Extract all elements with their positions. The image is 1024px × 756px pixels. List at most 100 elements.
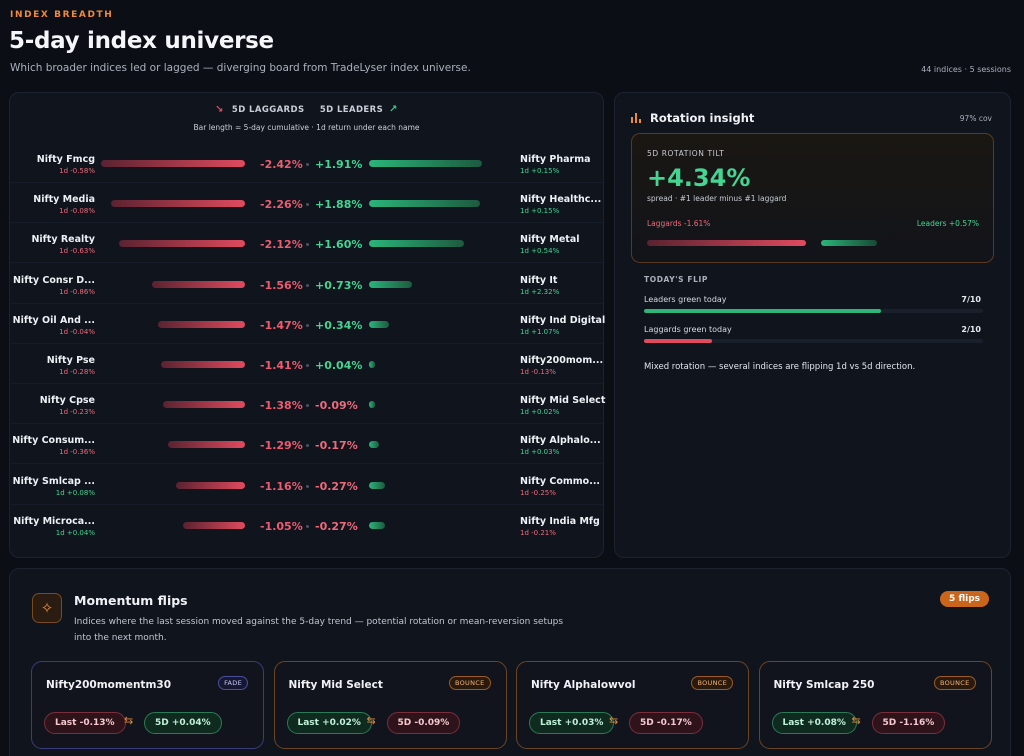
flip-card-tag: BOUNCE [691,676,733,690]
separator-dot [306,444,309,448]
leader-name: Nifty Mid Select [520,395,606,407]
laggards-green-fill [644,339,712,343]
bar-chart-icon [631,113,642,123]
leader-bar [369,240,464,248]
separator-dot [306,323,309,327]
leader-1d-return: 1d +0.02% [520,408,560,417]
leader-name: Nifty Healthc... [520,194,602,206]
leader-1d-return: 1d +0.54% [520,247,560,256]
laggard-1d-return: 1d -0.86% [59,287,95,296]
five-day-pill: 5D -0.09% [386,712,461,734]
leader-bar [369,320,389,328]
leader-5d-value: +1.88% [315,198,363,212]
flip-card-name: Nifty Smlcap 250 [773,679,875,691]
laggard-5d-value: -1.56% [260,278,303,292]
laggard-5d-value: -1.29% [260,439,303,453]
swap-icon: ⇆ [366,714,376,727]
board-row: Nifty Oil And ... 1d -0.04% -1.47% +0.34% Ni… [10,308,605,344]
laggard-bar [163,401,245,409]
leader-bar [369,361,375,368]
leader-1d-return: 1d +0.03% [520,448,560,457]
laggard-bar [158,320,245,328]
board-row: Nifty Pse 1d -0.28% -1.41% +0.04% Nifty200mo… [10,348,605,384]
diverging-board: ↘ 5D LAGGARDS 5D LEADERS ↗ Bar length = 5-… [9,92,606,558]
momentum-flips-panel: ✧ Momentum flips Indices where the last … [9,568,1011,756]
separator-dot [306,203,309,207]
laggards-average: Laggards -1.61% [647,219,711,228]
leader-bar [369,521,385,529]
leader-5d-value: -0.27% [315,519,358,533]
flip-card[interactable]: Nifty200momentm30 FADE Last -0.13% ⇆ 5D +0.0… [31,661,264,749]
flip-card[interactable]: Nifty Mid Select BOUNCE Last +0.02% ⇆ 5D -0.… [273,661,507,749]
leader-5d-value: +1.91% [315,158,363,171]
laggard-bar [101,160,245,167]
laggard-bar [161,361,245,368]
laggard-bar [176,481,245,489]
leader-1d-return: 1d -0.13% [520,368,556,376]
leaders-green-fill [644,309,882,313]
leader-1d-return: 1d +0.15% [520,207,560,216]
leader-5d-value: -0.17% [315,439,358,453]
swap-icon: ⇆ [851,714,861,727]
flip-card[interactable]: Nifty Smlcap 250 BOUNCE Last +0.08% ⇆ 5D -1.… [758,661,992,749]
leader-5d-value: -0.27% [315,479,358,493]
flip-card[interactable]: Nifty Alphalowvol BOUNCE Last +0.03% ⇆ 5D -0… [516,661,749,749]
laggards-tilt-bar [647,240,806,246]
board-row: Nifty Fmcg 1d -0.58% -2.42% +1.91% Nifty Pha… [10,147,605,183]
board-row: Nifty Cpse 1d -0.23% -1.38% -0.09% Nifty Mid… [10,388,606,425]
leader-bar [369,401,375,409]
laggard-name: Nifty Media [33,194,95,206]
leader-5d-value: -0.09% [315,399,358,413]
leader-1d-return: 1d +1.07% [520,327,560,336]
laggard-name: Nifty Pse [46,355,95,366]
leader-5d-value: +1.60% [315,238,363,252]
laggard-name: Nifty Consr D... [12,274,95,286]
leader-bar [369,441,379,449]
laggard-5d-value: -2.26% [260,198,303,212]
board-row: Nifty Media 1d -0.08% -2.26% +1.88% Nifty He… [10,187,605,224]
flips-count-badge: 5 flips [940,591,989,607]
board-row: Nifty Smlcap ... 1d +0.08% -1.16% -0.27% Nif… [10,469,605,505]
leader-bar [369,280,412,288]
board-row: Nifty Consum... 1d -0.36% -1.29% -0.17% Nift… [10,428,605,465]
tilt-label: 5D ROTATION TILT [647,149,725,158]
five-day-pill: 5D -1.16% [871,712,946,734]
laggard-bar [152,280,245,288]
laggard-5d-value: -1.41% [260,359,303,372]
leader-name: Nifty Metal [520,234,580,246]
board-row: Nifty Consr D... 1d -0.86% -1.56% +0.73% Nif… [10,268,605,304]
swap-icon: ⇆ [124,714,134,727]
laggards-green-track [644,339,983,343]
rotation-tilt-card: 5D ROTATION TILT +4.34% spread · #1 lead… [631,133,994,263]
laggard-1d-return: 1d -0.04% [59,327,95,336]
laggard-1d-return: 1d -0.23% [59,408,95,417]
leader-1d-return: 1d +2.32% [520,287,560,296]
last-session-pill: Last +0.03% [529,712,615,734]
laggard-1d-return: 1d -0.08% [59,207,95,216]
leader-1d-return: 1d -0.21% [520,528,556,537]
rotation-insight-panel: Rotation insight 97% cov 5D ROTATION TIL… [614,92,1011,558]
laggard-5d-value: -1.38% [260,399,303,413]
laggard-bar [119,240,245,248]
page-title: 5-day index universe [9,28,274,54]
laggard-5d-value: -1.05% [260,519,303,533]
laggard-1d-return: 1d -0.58% [59,167,95,175]
board-legend: ↘ 5D LAGGARDS 5D LEADERS ↗ [10,104,603,115]
laggard-name: Nifty Cpse [39,395,95,407]
leader-bar [369,481,385,489]
rotation-summary: Mixed rotation — several indices are fli… [644,362,916,372]
page-subtitle: Which broader indices led or lagged — di… [10,62,471,74]
leader-1d-return: 1d -0.25% [520,488,556,497]
leader-name: Nifty200mom... [520,355,604,366]
leaders-green-track [644,309,983,313]
last-session-pill: Last -0.13% [44,712,126,734]
sparkle-icon: ✧ [32,593,62,623]
momentum-flips-description: Indices where the last session moved aga… [74,617,564,643]
tilt-note: spread · #1 leader minus #1 laggard [647,194,787,203]
trend-down-icon: ↘ [215,104,224,115]
laggard-5d-value: -1.16% [260,479,303,493]
separator-dot [306,163,309,166]
leader-name: Nifty Commo... [520,475,601,487]
five-day-pill: 5D -0.17% [629,712,703,734]
tilt-value: +4.34% [647,164,751,192]
